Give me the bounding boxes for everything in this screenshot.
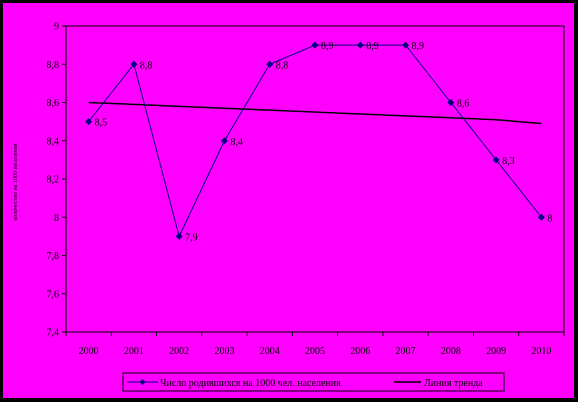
x-axis: 2000 2001 2002 2003 2004 2005 2006 2007 2008 2009… (65, 332, 565, 357)
data-point (130, 60, 138, 68)
data-point (356, 41, 364, 49)
data-point (492, 156, 500, 164)
plot-area-border (65, 25, 565, 333)
births-series: 8,5 8,8 7,9 8,4 8,8 8,9 8,9 8,9 8,6 8,3 8 (85, 41, 552, 243)
births-line (88, 44, 542, 238)
data-label: 8,9 (412, 41, 425, 52)
y-tick-label: 8,6 (47, 98, 60, 109)
trend-line (88, 101, 542, 125)
x-tick-label: 2005 (305, 346, 325, 357)
data-label: 8,8 (140, 60, 153, 71)
y-tick-label: 8,8 (47, 60, 60, 71)
data-point (537, 213, 545, 221)
x-tick-label: 2008 (441, 346, 461, 357)
x-tick-label: 2006 (350, 346, 370, 357)
y-axis-title: количество на 1000 населения (13, 143, 19, 220)
x-tick-label: 2004 (260, 346, 280, 357)
x-tick-label: 2009 (486, 346, 506, 357)
x-tick-label: 2003 (214, 346, 234, 357)
data-point (85, 118, 93, 126)
x-tick-label: 2010 (531, 346, 551, 357)
data-label: 8,4 (230, 137, 243, 148)
trend-series (88, 101, 542, 125)
data-label: 8,3 (502, 156, 515, 167)
y-tick-label: 7,4 (47, 328, 60, 339)
x-tick-label: 2001 (124, 346, 144, 357)
data-label: 8,9 (321, 41, 334, 52)
data-label: 8 (547, 213, 552, 224)
legend: Число родившихся на 1000 чел. населения … (122, 372, 505, 392)
legend-label-births: Число родившихся на 1000 чел. населения (160, 378, 341, 389)
data-point (220, 137, 228, 145)
x-tick-label: 2007 (396, 346, 416, 357)
y-axis: 7,4 7,6 7,8 8 8,2 8,4 8,6 8,8 9 (47, 22, 66, 339)
data-point (311, 41, 319, 49)
data-point (266, 60, 274, 68)
y-tick-label: 7,6 (47, 289, 60, 300)
data-label: 8,5 (95, 118, 108, 129)
data-label: 8,8 (276, 60, 289, 71)
y-tick-label: 7,8 (47, 251, 60, 262)
legend-box (122, 372, 505, 392)
y-tick-label: 8,4 (47, 136, 60, 147)
legend-label-trend: Линия тренда (424, 378, 483, 389)
data-point (175, 232, 183, 240)
data-point (447, 99, 455, 106)
y-tick-label: 9 (54, 22, 59, 33)
data-label: 8,9 (366, 41, 379, 52)
data-label: 8,6 (457, 99, 470, 110)
data-point (402, 41, 410, 49)
x-tick-label: 2002 (169, 346, 189, 357)
x-tick-label: 2000 (79, 346, 99, 357)
y-tick-label: 8 (54, 213, 59, 224)
data-label: 7,9 (185, 232, 198, 243)
legend-marker-births (139, 379, 146, 385)
y-tick-label: 8,2 (47, 175, 60, 186)
